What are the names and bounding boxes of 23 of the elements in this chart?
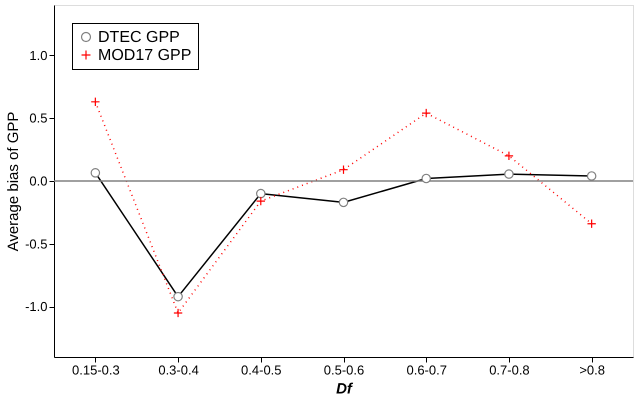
legend-label: MOD17 GPP: [98, 47, 192, 64]
y-tick-label: 0.0: [29, 174, 48, 188]
point: [586, 218, 596, 229]
x-tick-label: 0.15-0.3: [72, 362, 120, 378]
point: [421, 108, 431, 118]
y-tick-label: -0.5: [25, 236, 48, 252]
y-tick-label: 1.0: [29, 48, 48, 63]
y-tick-label: -1.0: [25, 299, 48, 314]
x-tick-label: 0.3-0.4: [158, 362, 199, 378]
x-tick-label: 0.6-0.7: [406, 362, 447, 378]
x-tick-label: 0.5-0.6: [324, 362, 364, 378]
y-axis-title: Average bias of GPP: [5, 112, 22, 252]
x-tick-label: >0.8: [579, 362, 605, 378]
point: [338, 164, 348, 174]
point: [173, 308, 183, 318]
x-tick-label: 0.4-0.5: [241, 362, 282, 378]
legend-label: DTEC GPP: [98, 29, 180, 46]
x-tick-label: 0.7-0.8: [489, 362, 530, 378]
y-tick-label: 0.5: [29, 110, 48, 126]
point: [90, 97, 100, 107]
x-axis-title: Df: [336, 380, 354, 398]
point: [504, 151, 514, 161]
point: [256, 196, 266, 206]
